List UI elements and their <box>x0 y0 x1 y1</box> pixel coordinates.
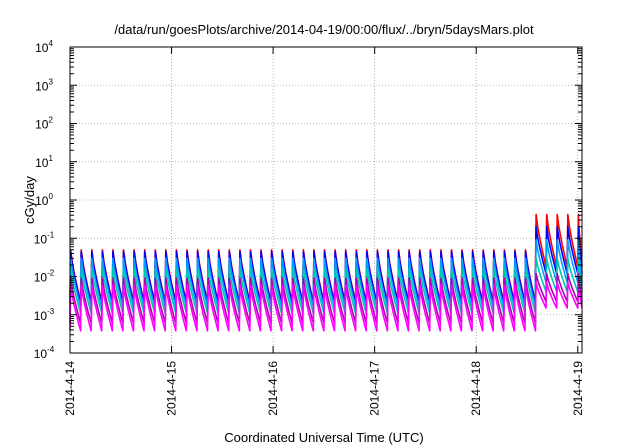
y-ticks: 10-4 10-3 10-2 10-1 100 101 102 103 104 <box>34 39 582 361</box>
x-tick-label: 2014-4-19 <box>571 361 585 416</box>
x-tick-label: 2014-4-14 <box>63 361 77 416</box>
y-tick-label: 102 <box>35 116 53 132</box>
y-tick-label: 104 <box>35 39 53 55</box>
x-tick-label: 2014-4-15 <box>165 361 179 416</box>
y-tick-label: 10-4 <box>34 345 55 361</box>
chart-title: /data/run/goesPlots/archive/2014-04-19/0… <box>114 22 534 37</box>
grid <box>69 47 582 353</box>
x-ticks: 2014-4-14 2014-4-15 2014-4-16 2014-4-17 2014… <box>63 47 585 416</box>
x-tick-label: 2014-4-16 <box>266 361 280 416</box>
series-group <box>69 213 583 332</box>
y-tick-label: 101 <box>35 154 53 170</box>
y-tick-label: 100 <box>35 192 53 208</box>
y-tick-label: 103 <box>35 77 53 93</box>
y-tick-label: 10-1 <box>34 230 55 246</box>
x-tick-label: 2014-4-17 <box>368 361 382 416</box>
y-tick-label: 10-3 <box>34 307 55 323</box>
y-axis-label: cGy/day <box>22 176 37 224</box>
y-tick-label: 10-2 <box>34 269 55 285</box>
x-axis-label: Coordinated Universal Time (UTC) <box>224 430 423 445</box>
series-line <box>69 281 583 332</box>
x-tick-label: 2014-4-18 <box>469 361 483 416</box>
